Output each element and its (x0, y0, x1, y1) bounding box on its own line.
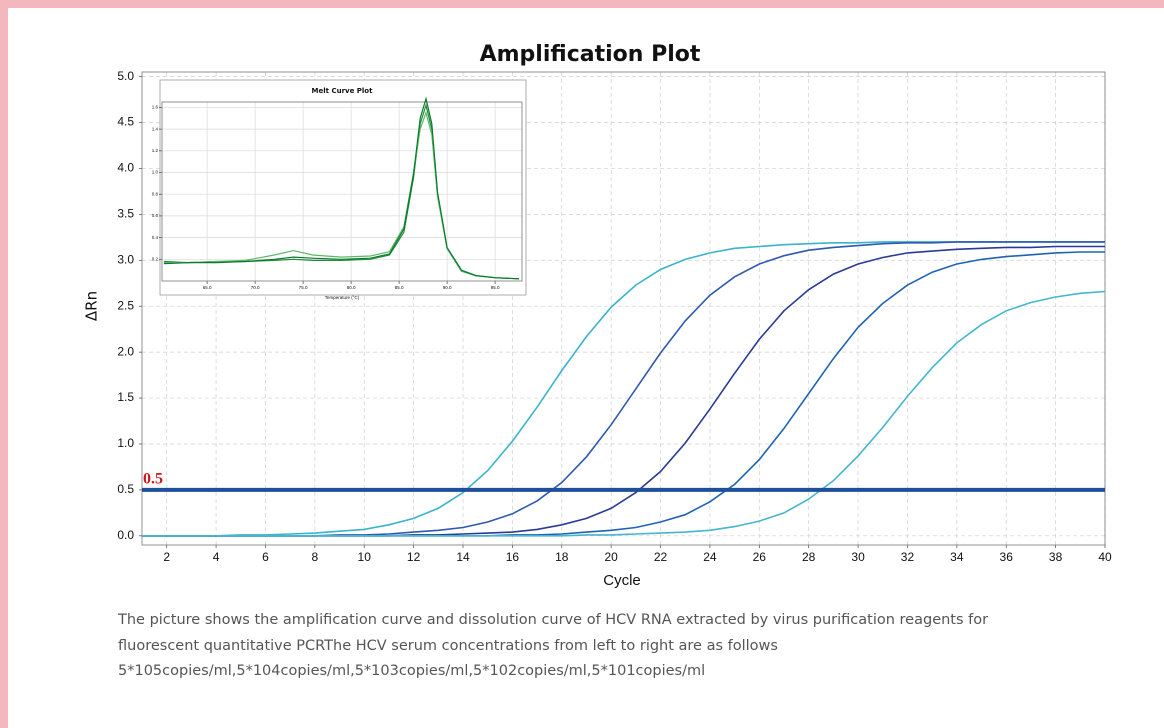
y-tick-label: 0.2 (152, 256, 159, 261)
x-axis-label: Cycle (603, 572, 641, 589)
plot-frame (161, 101, 523, 282)
y-tick-label: 1.5 (117, 390, 134, 404)
x-tick-label: 8 (312, 550, 319, 564)
x-axis-label: Temperature (°C) (325, 295, 360, 300)
y-tick-label: 2.0 (117, 344, 134, 358)
x-tick-label: 65.0 (203, 285, 212, 290)
y-tick-label: 0.6 (152, 213, 159, 218)
x-tick-label: 4 (213, 550, 220, 564)
caption-line: The picture shows the amplification curv… (118, 612, 989, 628)
chart-title: Melt Curve Plot (312, 87, 374, 95)
y-tick-label: 3.5 (117, 207, 134, 221)
y-tick-label: 4.5 (117, 115, 134, 129)
x-tick-label: 36 (1000, 550, 1014, 564)
y-tick-label: 1.6 (152, 105, 159, 110)
x-tick-label: 90.0 (443, 285, 452, 290)
y-tick-label: 1.2 (152, 148, 159, 153)
caption-line: 5*105copies/ml,5*104copies/ml,5*103copie… (118, 663, 706, 679)
plot-frame (141, 71, 1106, 546)
x-tick-label: 22 (654, 550, 668, 564)
series-line (142, 290, 1106, 537)
x-tick-label: 2 (163, 550, 170, 564)
x-tick-label: 20 (604, 550, 618, 564)
y-tick-label: 3.0 (117, 252, 134, 266)
y-tick-label: 2.5 (117, 298, 134, 312)
x-tick-label: 32 (901, 550, 915, 564)
x-tick-label: 12 (407, 550, 421, 564)
x-tick-label: 14 (456, 550, 470, 564)
x-tick-label: 40 (1098, 550, 1112, 564)
y-tick-label: 4.0 (117, 161, 134, 175)
y-tick-label: 1.4 (152, 126, 159, 131)
chart-title: Amplification Plot (480, 42, 701, 67)
x-tick-label: 24 (703, 550, 717, 564)
x-tick-label: 26 (753, 550, 767, 564)
x-tick-label: 30 (851, 550, 865, 564)
y-tick-label: 0.5 (117, 482, 134, 496)
y-tick-label: 1.0 (117, 436, 134, 450)
y-axis-label: ΔRn (83, 291, 101, 321)
series-line (163, 96, 520, 280)
y-tick-label: 0.0 (117, 528, 134, 542)
x-tick-label: 28 (802, 550, 816, 564)
panel: Amplification Plot Cycle ΔRn 2 4 6 8 10 12 14 16 18… (8, 8, 1164, 728)
y-tick-label: 0.4 (152, 235, 159, 240)
x-tick-label: 85.0 (395, 285, 404, 290)
x-tick-label: 70.0 (251, 285, 260, 290)
y-tick-label: 5.0 (117, 69, 134, 83)
x-tick-label: 38 (1049, 550, 1063, 564)
x-tick-label: 34 (950, 550, 964, 564)
x-tick-label: 95.0 (491, 285, 500, 290)
x-tick-label: 6 (262, 550, 269, 564)
y-tick-label: 1.0 (152, 170, 159, 175)
y-tick-label: 0.8 (152, 191, 159, 196)
x-tick-label: 80.0 (347, 285, 356, 290)
x-tick-label: 10 (358, 550, 372, 564)
x-tick-label: 75.0 (299, 285, 308, 290)
caption-line: fluorescent quantitative PCRThe HCV seru… (118, 638, 778, 654)
x-tick-label: 16 (506, 550, 520, 564)
threshold-label: 0.5 (143, 471, 163, 488)
x-tick-label: 18 (555, 550, 569, 564)
